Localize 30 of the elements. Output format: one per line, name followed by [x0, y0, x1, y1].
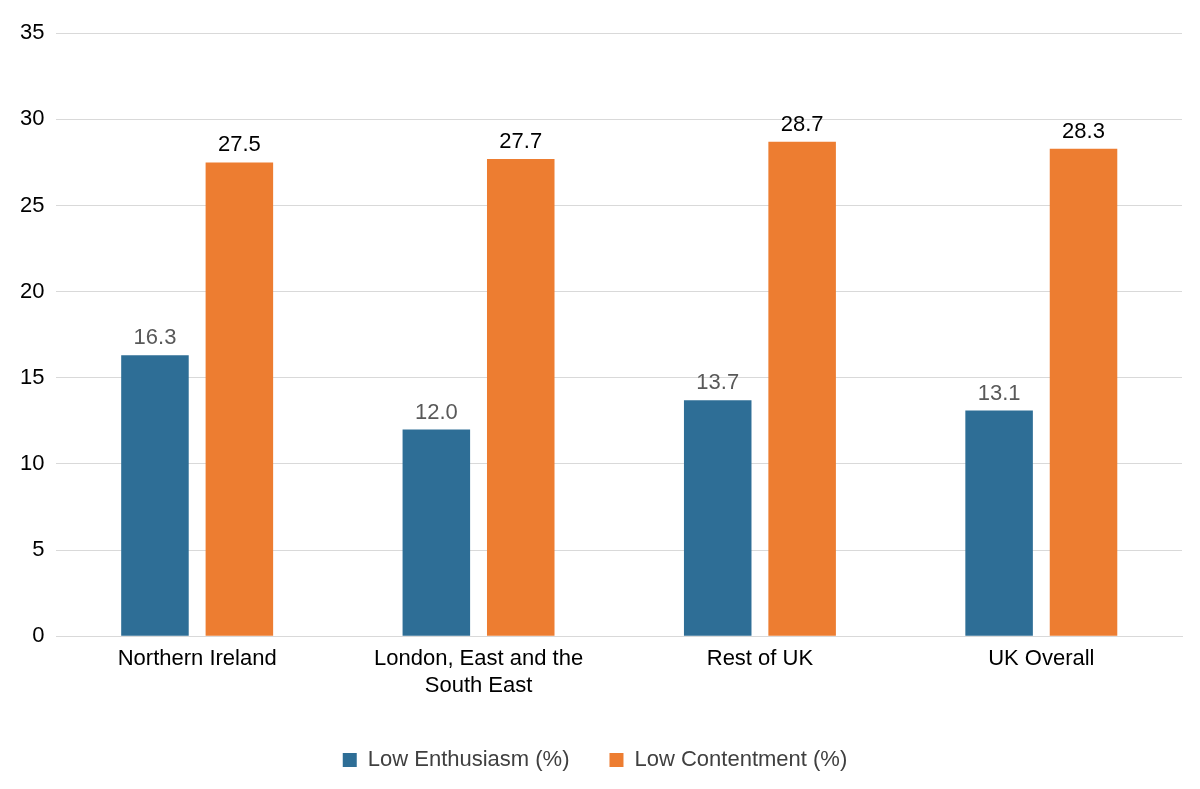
data-label: 13.7: [696, 369, 740, 395]
y-tick-label: 0: [32, 622, 45, 648]
legend-label: Low Enthusiasm (%): [367, 746, 570, 772]
bar: [121, 355, 189, 636]
y-tick-label: 30: [19, 105, 45, 131]
data-label: 28.7: [780, 110, 824, 136]
y-tick-label: 35: [19, 19, 45, 45]
y-tick-label: 5: [32, 536, 45, 562]
data-label: 16.3: [133, 324, 177, 350]
y-tick-label: 10: [19, 449, 45, 475]
y-tick-label: 20: [19, 277, 45, 303]
bar: [965, 410, 1033, 636]
bar: [1049, 148, 1118, 636]
y-tick-label: 15: [19, 363, 45, 389]
bar: [205, 162, 274, 636]
data-label: 27.7: [499, 128, 543, 154]
data-label: 27.5: [217, 131, 261, 157]
x-tick-label: London, East and the South East: [373, 645, 584, 697]
x-tick-label: Rest of UK: [706, 645, 814, 671]
data-label: 13.1: [977, 379, 1021, 405]
bar: [486, 158, 555, 636]
y-tick-label: 25: [19, 191, 45, 217]
bar: [768, 141, 836, 636]
x-tick-label: Northern Ireland: [117, 645, 277, 671]
x-tick-label: UK Overall: [988, 645, 1095, 671]
data-label: 12.0: [414, 398, 458, 424]
data-label: 28.3: [1062, 117, 1105, 143]
legend-label: Low Contentment (%): [634, 746, 848, 772]
bar: [402, 429, 471, 636]
bar: [683, 400, 752, 636]
